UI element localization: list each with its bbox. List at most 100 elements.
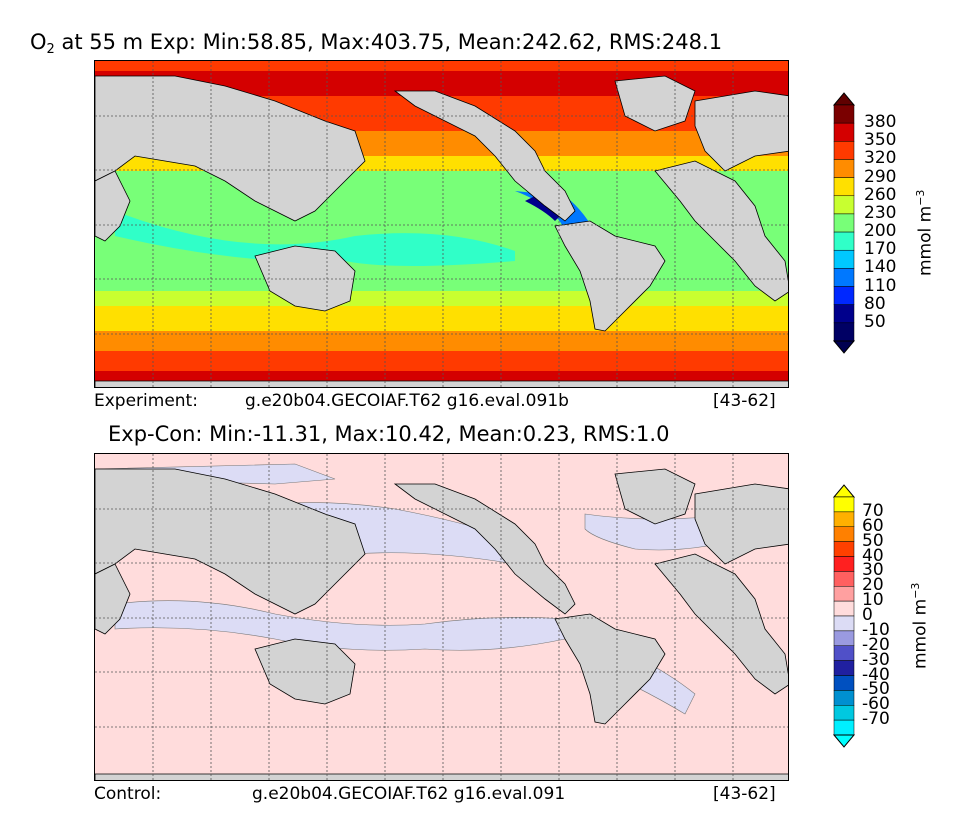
bottom-colorbar-bin xyxy=(833,541,855,557)
land-africa-east xyxy=(95,170,131,242)
top-map-panel xyxy=(94,60,789,388)
top-colorbar-tick-label: 350 xyxy=(864,130,897,151)
top-colorbar-bins xyxy=(833,104,855,342)
bottom-colorbar-tick-label: -30 xyxy=(862,649,890,670)
land-europe xyxy=(694,90,788,172)
bottom-colorbar-bin xyxy=(833,719,855,736)
top-caption-left: Experiment: xyxy=(94,391,198,411)
top-colorbar-unit: mmol m−3 xyxy=(914,190,936,276)
bottom-land-africa-east xyxy=(95,563,131,635)
bottom-colorbar-tick-label: 40 xyxy=(862,545,884,566)
top-unit-base: mmol m xyxy=(915,205,936,276)
top-colorbar-bin xyxy=(833,286,855,305)
bottom-colorbar-tick-label: -10 xyxy=(862,619,890,640)
top-caption-experiment: g.e20b04.GECOIAF.T62 g16.eval.091b xyxy=(245,391,569,411)
bottom-map-title: Exp-Con: Min:-11.31, Max:10.42, Mean:0.2… xyxy=(108,422,670,446)
top-colorbar-bin xyxy=(833,213,855,233)
top-colorbar-bin xyxy=(833,268,855,287)
top-colorbar-tick-label: 140 xyxy=(864,257,897,278)
top-colorbar-bin xyxy=(833,322,855,342)
bottom-colorbar-over-arrow xyxy=(833,484,856,498)
top-colorbar-bin xyxy=(833,177,855,197)
top-colorbar-bin xyxy=(833,122,855,142)
bottom-colorbar-bin xyxy=(833,556,855,572)
land-north-america xyxy=(393,90,576,222)
top-caption-years: [43-62] xyxy=(713,391,776,411)
bottom-map-panel xyxy=(94,453,789,781)
bottom-colorbar-unit: mmol m−3 xyxy=(909,583,931,669)
land-africa-west xyxy=(654,160,788,302)
land-eurasia xyxy=(95,75,366,222)
top-colorbar-bin xyxy=(833,249,855,269)
top-colorbar-tick-label: 80 xyxy=(864,293,886,314)
bottom-colorbar-tick-label: -50 xyxy=(862,679,890,700)
bottom-colorbar-tick-label: 60 xyxy=(862,515,884,536)
bottom-colorbar-bin xyxy=(833,615,855,632)
bottom-colorbar-bin xyxy=(833,705,855,721)
bottom-land-south-america xyxy=(554,613,666,725)
bottom-colorbar xyxy=(833,484,856,748)
top-colorbar-bin xyxy=(833,104,855,124)
bottom-colorbar-bin xyxy=(833,660,855,676)
top-colorbar-tick-label: 230 xyxy=(864,202,897,223)
bottom-colorbar-bin xyxy=(833,511,855,527)
top-colorbar-bin xyxy=(833,231,855,251)
top-colorbar-over-arrow xyxy=(833,92,856,106)
ocean-band-south-orange xyxy=(95,331,788,351)
top-title-stats: at 55 m Exp: Min:58.85, Max:403.75, Mean… xyxy=(54,30,723,54)
top-title-subscript: 2 xyxy=(46,42,55,57)
bottom-colorbar-bin xyxy=(833,496,855,513)
bottom-colorbar-tick-label: 0 xyxy=(862,605,873,625)
land-australia xyxy=(254,245,356,312)
bottom-land-eurasia xyxy=(95,468,366,615)
bottom-colorbar-tick-label: 50 xyxy=(862,530,884,551)
bottom-map-svg xyxy=(95,454,788,780)
bottom-land-antarctica xyxy=(95,773,788,780)
land-south-america xyxy=(554,220,666,332)
bottom-colorbar-tick-label: 20 xyxy=(862,575,884,596)
bottom-land-north-america xyxy=(393,483,576,615)
bottom-colorbar-under-arrow xyxy=(833,734,856,748)
bottom-colorbar-tick-label: -40 xyxy=(862,664,890,685)
top-colorbar-tick-label: 170 xyxy=(864,239,897,260)
top-colorbar-bin xyxy=(833,304,855,324)
bottom-colorbar-bin xyxy=(833,675,855,691)
top-colorbar-tick-label: 380 xyxy=(864,112,897,133)
top-colorbar-tick-label: 290 xyxy=(864,166,897,187)
land-antarctica xyxy=(95,380,788,387)
top-colorbar-tick-label: 320 xyxy=(864,148,897,169)
top-map-svg xyxy=(95,61,788,387)
bottom-colorbar-bin xyxy=(833,526,855,542)
map-gridlines xyxy=(95,61,788,387)
top-colorbar-bin xyxy=(833,141,855,160)
bottom-land-masses xyxy=(95,468,788,780)
bottom-colorbar-bin xyxy=(833,571,855,587)
top-colorbar-tick-label: 50 xyxy=(864,311,886,332)
bottom-colorbar-bin xyxy=(833,600,855,617)
bottom-caption-years: [43-62] xyxy=(713,784,776,804)
top-colorbar-tick-label: 110 xyxy=(864,275,897,296)
ocean-band-warmpool xyxy=(115,211,515,266)
bottom-caption-control: g.e20b04.GECOIAF.T62 g16.eval.091 xyxy=(252,784,566,804)
bottom-unit-exponent: −3 xyxy=(909,582,922,599)
top-colorbar-tick-label: 200 xyxy=(864,221,897,242)
top-map-title: O2 at 55 m Exp: Min:58.85, Max:403.75, M… xyxy=(30,30,722,57)
bottom-colorbar-tick-label: 30 xyxy=(862,560,884,581)
bottom-colorbar-bin xyxy=(833,645,855,661)
bottom-land-africa-west xyxy=(654,553,788,695)
bottom-colorbar-tick-label: 10 xyxy=(862,590,884,611)
top-colorbar-bin xyxy=(833,159,855,178)
top-title-o: O xyxy=(30,30,47,54)
bottom-colorbar-bin xyxy=(833,630,855,646)
bottom-caption-left: Control: xyxy=(94,784,162,804)
bottom-colorbar-bins xyxy=(833,496,855,736)
bottom-colorbar-tick-label: -60 xyxy=(862,694,890,715)
bottom-map-gridlines xyxy=(95,454,788,780)
bottom-colorbar-bin xyxy=(833,690,855,706)
top-colorbar-bin xyxy=(833,195,855,215)
bottom-colorbar-tick-label: -20 xyxy=(862,634,890,655)
bottom-unit-base: mmol m xyxy=(910,598,931,669)
omz-core xyxy=(525,196,565,221)
bottom-colorbar-tick-label: -70 xyxy=(862,709,890,730)
bottom-land-australia xyxy=(254,638,356,705)
